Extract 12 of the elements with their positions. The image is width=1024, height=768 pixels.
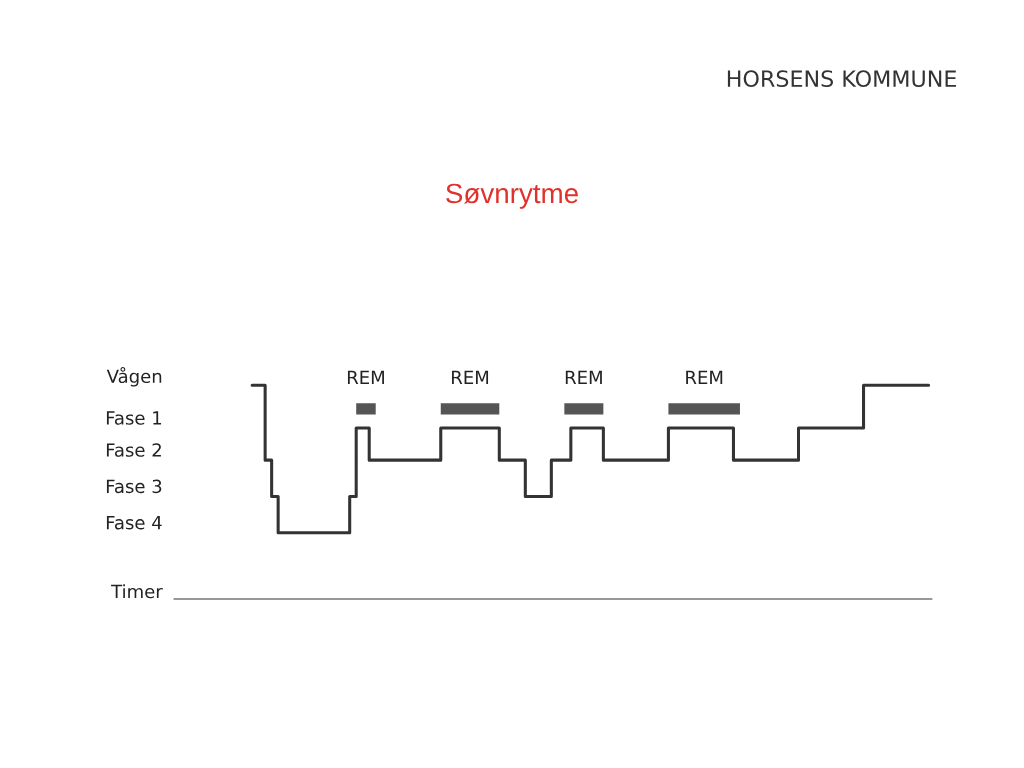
text: Fase 3 <box>106 479 162 494</box>
text: REM <box>686 370 723 384</box>
text: Fase 1 <box>106 411 162 425</box>
text: Fase 4 <box>106 516 162 530</box>
text: REM <box>565 370 602 384</box>
text: REM <box>347 370 384 384</box>
text: Fase 2 <box>106 443 161 457</box>
text: HORSENS KOMMUNE <box>727 70 956 88</box>
chart-title: Søvnrytme <box>446 183 578 209</box>
text: Vågen <box>106 366 162 387</box>
x-axis-title: Timer <box>111 584 163 599</box>
text: REM <box>452 370 489 384</box>
